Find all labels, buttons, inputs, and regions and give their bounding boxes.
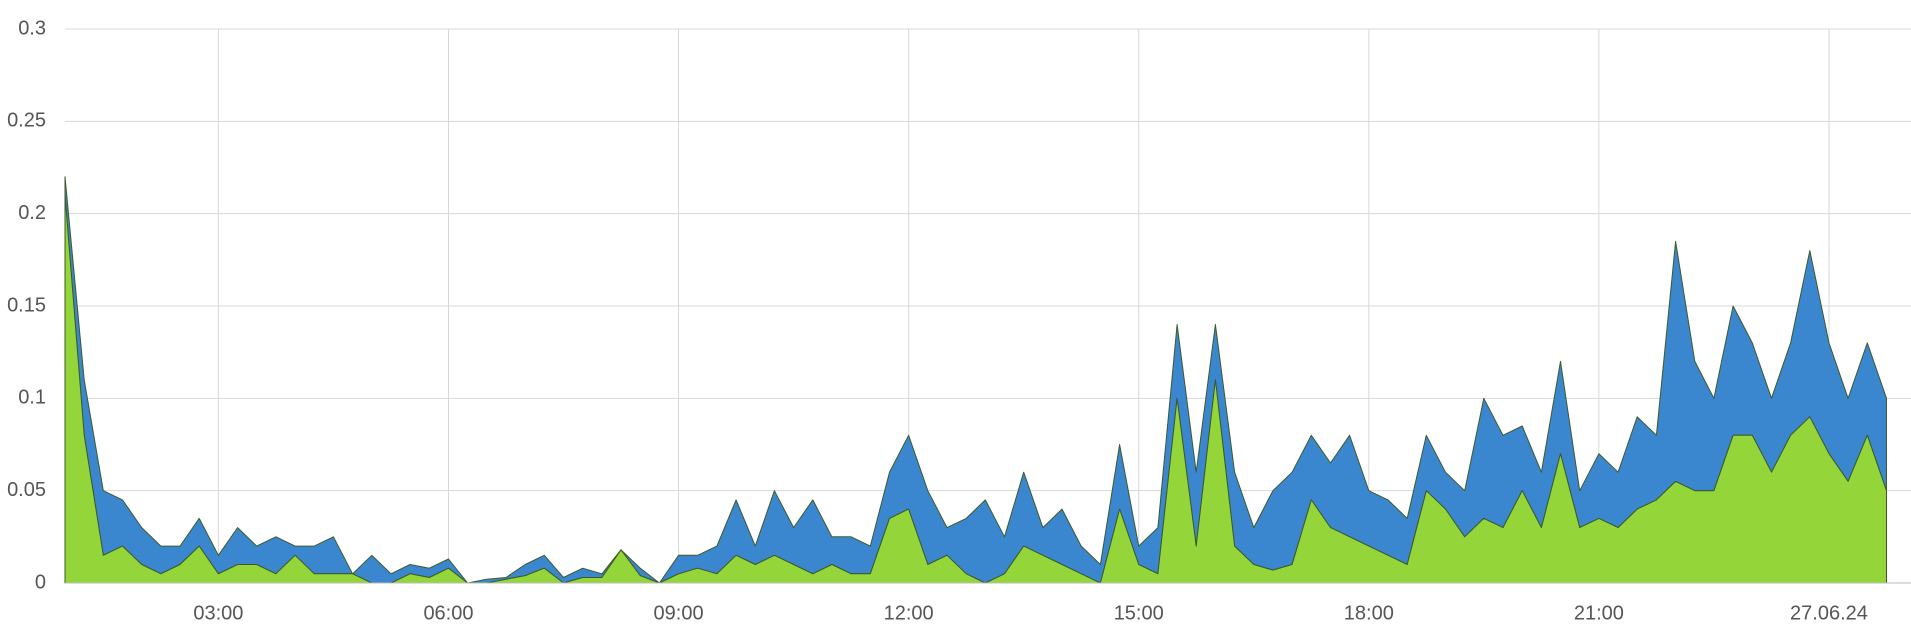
x-tick-label: 09:00	[654, 602, 704, 624]
x-tick-label: 18:00	[1344, 602, 1394, 624]
y-tick-label: 0.3	[18, 17, 46, 39]
x-tick-label: 21:00	[1574, 602, 1624, 624]
area	[64, 176, 1887, 584]
y-tick-label: 0.1	[18, 387, 46, 409]
y-tick-label: 0	[35, 571, 46, 593]
y-tick-label: 0.15	[7, 294, 46, 316]
x-tick-label: 27.06.24	[1790, 602, 1868, 624]
x-tick-label: 15:00	[1114, 602, 1164, 624]
x-tick-label: 03:00	[193, 602, 243, 624]
y-tick-label: 0.25	[7, 110, 46, 132]
x-tick-label: 12:00	[884, 602, 934, 624]
y-tick-label: 0.2	[18, 202, 46, 224]
x-tick-label: 06:00	[423, 602, 473, 624]
y-tick-label: 0.05	[7, 479, 46, 501]
